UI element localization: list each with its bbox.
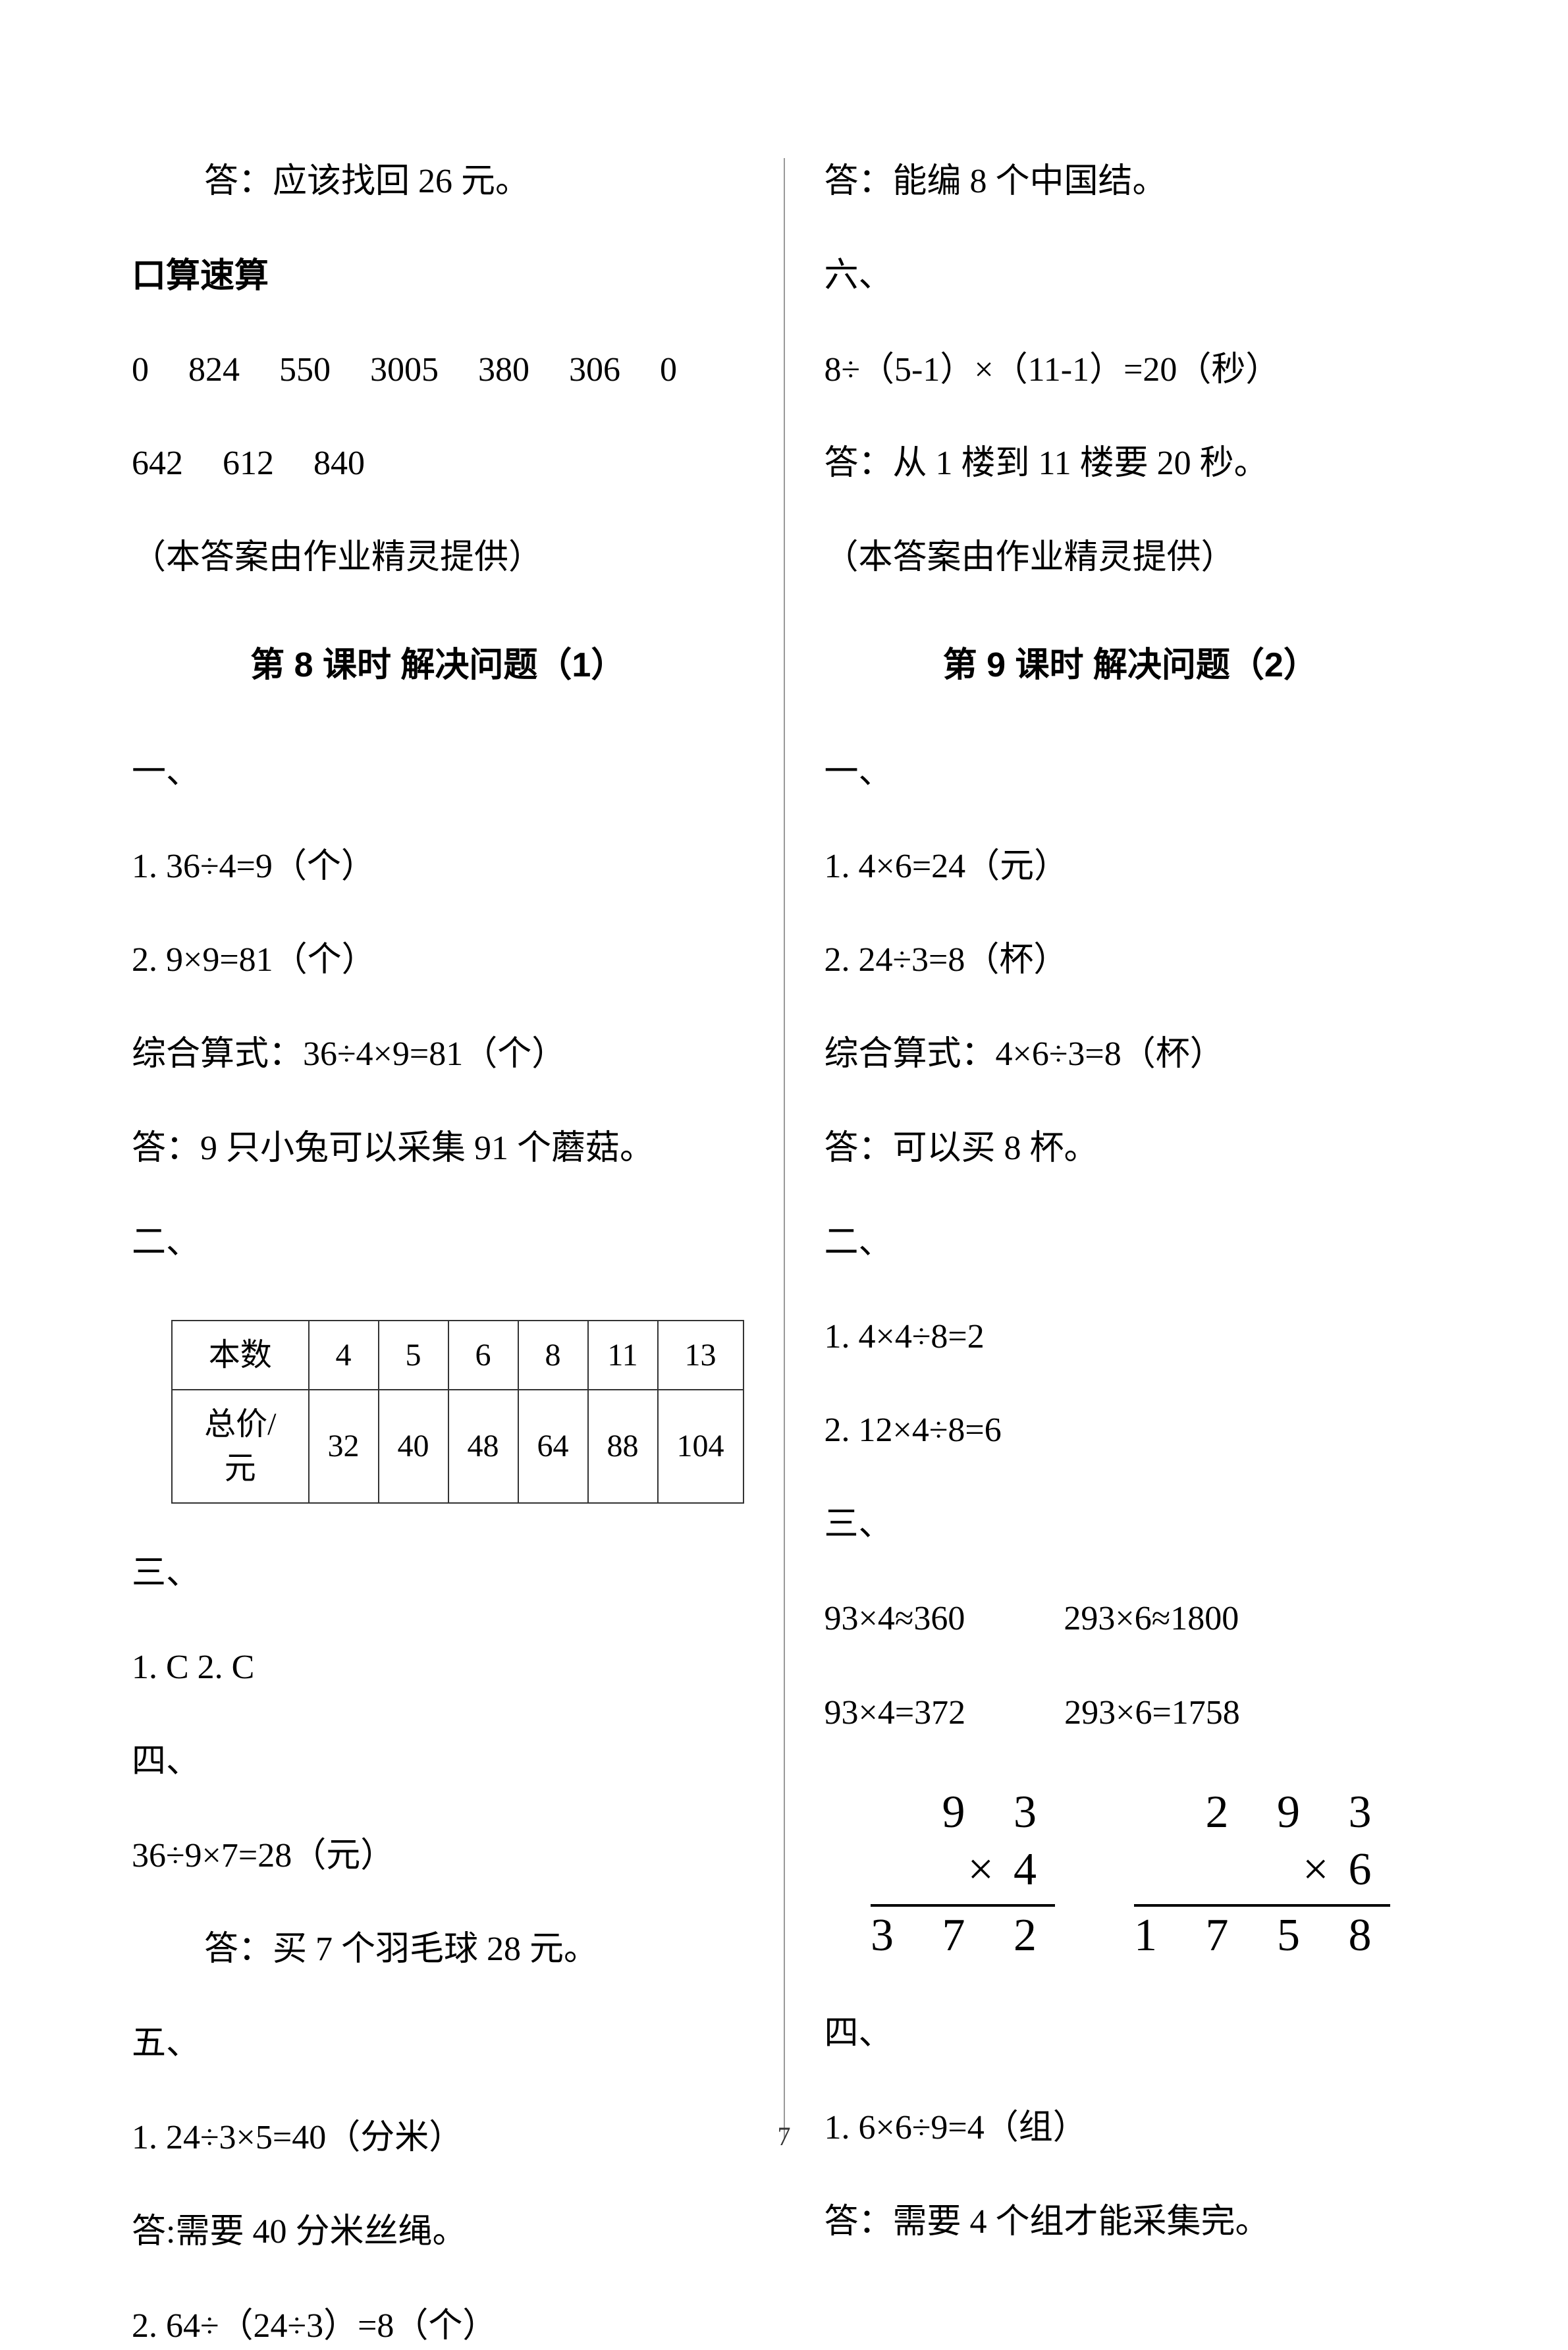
right-column: 答：能编 8 个中国结。 六、 8÷（5-1）×（11-1）=20（秒） 答：从… (784, 158, 1437, 2139)
vertical-multiplications: 9 3 ×4 3 7 2 2 9 3 ×6 1 7 5 8 (825, 1784, 1437, 1965)
number-row-2: 642 612 840 (132, 440, 744, 488)
page: 答：应该找回 26 元。 口算速算 0 824 550 3005 380 306… (0, 0, 1568, 2218)
section-2-label: 二、 (825, 1219, 1437, 1267)
text-line: 2. 12×4÷8=6 (825, 1407, 1437, 1455)
section-4-label: 四、 (132, 1738, 744, 1786)
two-column-layout: 答：应该找回 26 元。 口算速算 0 824 550 3005 380 306… (132, 158, 1436, 2139)
num: 840 (313, 440, 365, 488)
multiplication-2: 2 9 3 ×6 1 7 5 8 (1134, 1784, 1390, 1965)
mult-top: 9 3 (871, 1784, 1055, 1842)
table-cell: 48 (448, 1390, 518, 1503)
text-line: 综合算式：4×6÷3=8（杯） (825, 1031, 1437, 1079)
text-line: 36÷9×7=28（元） (132, 1832, 744, 1880)
mult-result: 1 7 5 8 (1134, 1907, 1390, 1965)
text-line: 293×6=1758 (1064, 1689, 1240, 1737)
left-column: 答：应该找回 26 元。 口算速算 0 824 550 3005 380 306… (132, 158, 784, 2139)
text-line: 93×4≈360 (825, 1595, 965, 1643)
exact-pair: 93×4=372 293×6=1758 (825, 1689, 1437, 1737)
text-line: 293×6≈1800 (1064, 1595, 1239, 1643)
times-icon: × (1303, 1844, 1348, 1895)
num: 3005 (370, 346, 439, 395)
text-line: 2. 64÷（24÷3）=8（个） (132, 2303, 744, 2350)
credit-line: （本答案由作业精灵提供） (132, 534, 744, 582)
answer-line: 答：买 7 个羽毛球 28 元。 (132, 1926, 744, 1974)
text-line: 答：9 只小兔可以采集 91 个蘑菇。 (132, 1125, 744, 1173)
section-1-label: 一、 (132, 749, 744, 797)
section-5-label: 五、 (132, 2020, 744, 2068)
text-line: 1. 36÷4=9（个） (132, 843, 744, 891)
table-row: 总价/元 32 40 48 64 88 104 (172, 1390, 743, 1503)
mult-bottom: 4 (1014, 1844, 1055, 1895)
row-label: 本数 (172, 1321, 309, 1390)
num: 824 (188, 346, 240, 395)
text-line: 1. 4×4÷8=2 (825, 1313, 1437, 1361)
text-line: 2. 24÷3=8（杯） (825, 937, 1437, 985)
credit-line: （本答案由作业精灵提供） (825, 534, 1437, 582)
table-row: 本数 4 5 6 8 11 13 (172, 1321, 743, 1390)
text-line: 8÷（5-1）×（11-1）=20（秒） (825, 346, 1437, 395)
mult-op-row: ×6 (1134, 1841, 1390, 1907)
text-line: 答：可以买 8 杯。 (825, 1125, 1437, 1173)
text-line: 答:需要 40 分米丝绳。 (132, 2208, 744, 2256)
answer-line: 答：应该找回 26 元。 (132, 158, 744, 206)
text-line: 答：需要 4 个组才能采集完。 (825, 2199, 1437, 2247)
mult-op-row: ×4 (871, 1841, 1055, 1907)
table-cell: 40 (379, 1390, 448, 1503)
text-line: 2. 9×9=81（个） (132, 937, 744, 985)
answer-line: 答：能编 8 个中国结。 (825, 158, 1437, 206)
text-line: 1. 6×6÷9=4（组） (825, 2104, 1437, 2152)
number-row-1: 0 824 550 3005 380 306 0 (132, 346, 744, 395)
num: 612 (223, 440, 274, 488)
num: 0 (660, 346, 677, 395)
kousuan-heading: 口算速算 (132, 252, 744, 300)
table-cell: 6 (448, 1321, 518, 1390)
table-cell: 32 (309, 1390, 379, 1503)
text-line: 答：从 1 楼到 11 楼要 20 秒。 (825, 440, 1437, 488)
table-cell: 64 (518, 1390, 588, 1503)
mult-top: 2 9 3 (1134, 1784, 1390, 1842)
times-icon: × (968, 1844, 1014, 1895)
text-line: 1. 24÷3×5=40（分米） (132, 2114, 744, 2162)
section-3-label: 三、 (825, 1501, 1437, 1549)
lesson-8-title: 第 8 课时 解决问题（1） (132, 628, 744, 703)
num: 550 (279, 346, 331, 395)
text-line: 综合算式：36÷4×9=81（个） (132, 1031, 744, 1079)
num: 0 (132, 346, 149, 395)
text-line: 1. C 2. C (132, 1644, 744, 1692)
approx-pair: 93×4≈360 293×6≈1800 (825, 1595, 1437, 1643)
num: 306 (569, 346, 620, 395)
multiplication-1: 9 3 ×4 3 7 2 (871, 1784, 1055, 1965)
lesson-9-title: 第 9 课时 解决问题（2） (825, 628, 1437, 703)
section-6-label: 六、 (825, 252, 1437, 300)
table-cell: 11 (588, 1321, 658, 1390)
table-cell: 8 (518, 1321, 588, 1390)
table-cell: 4 (309, 1321, 379, 1390)
text-line: 93×4=372 (825, 1689, 966, 1737)
section-3-label: 三、 (132, 1550, 744, 1598)
section-1-label: 一、 (825, 749, 1437, 797)
num: 642 (132, 440, 183, 488)
section-2-label: 二、 (132, 1219, 744, 1267)
row-label: 总价/元 (172, 1390, 309, 1503)
mult-bottom: 6 (1349, 1844, 1390, 1895)
section-4-label: 四、 (825, 2010, 1437, 2058)
page-number: 7 (778, 2121, 791, 2152)
table-cell: 13 (658, 1321, 743, 1390)
table-cell: 104 (658, 1390, 743, 1503)
table-cell: 88 (588, 1390, 658, 1503)
num: 380 (478, 346, 529, 395)
table-cell: 5 (379, 1321, 448, 1390)
text-line: 1. 4×6=24（元） (825, 843, 1437, 891)
price-table: 本数 4 5 6 8 11 13 总价/元 32 40 48 64 88 104 (171, 1320, 744, 1504)
mult-result: 3 7 2 (871, 1907, 1055, 1965)
